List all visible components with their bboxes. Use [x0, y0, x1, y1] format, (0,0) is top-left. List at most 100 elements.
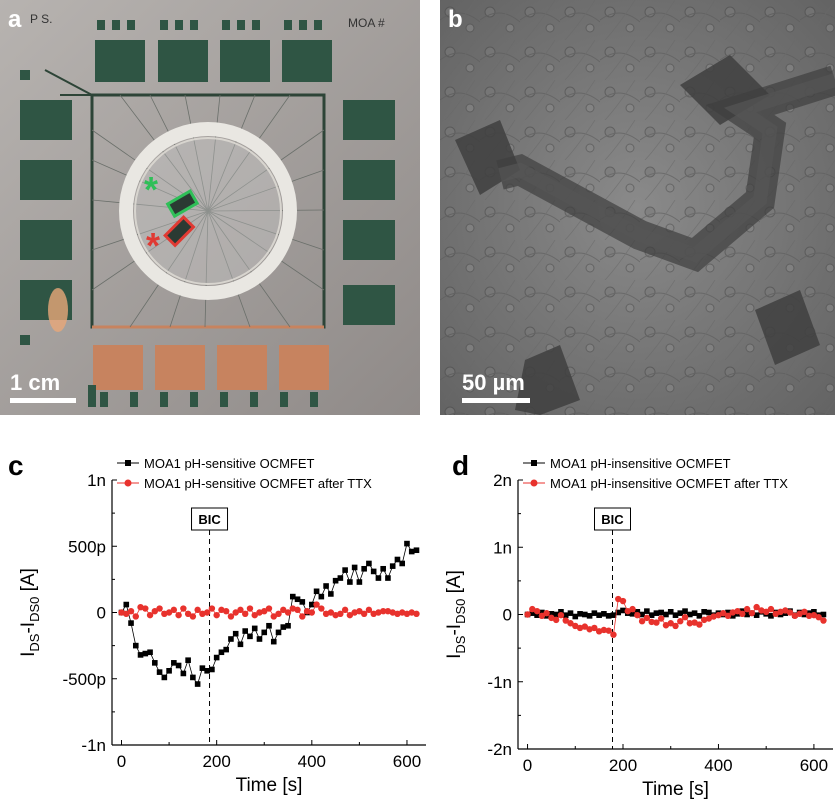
radial-traces: [91, 94, 325, 328]
y-tick-label: 500p: [68, 537, 106, 556]
data-point: [638, 618, 646, 625]
y-tick-label: 0: [503, 606, 512, 625]
data-point: [768, 613, 774, 619]
data-point: [596, 612, 602, 618]
data-point: [772, 610, 779, 618]
x-tick-label: 0: [117, 752, 126, 771]
data-point: [724, 612, 732, 620]
data-point: [705, 615, 713, 622]
electrode-traces: [455, 55, 820, 415]
data-point: [663, 611, 669, 618]
data-point: [753, 603, 760, 611]
data-point: [299, 613, 306, 620]
data-point: [620, 607, 626, 614]
bottom-contact-pads: [93, 345, 329, 390]
data-point: [408, 548, 415, 555]
data-point: [767, 605, 775, 613]
data-point: [242, 610, 249, 618]
data-point: [194, 681, 201, 687]
chart-c: -1n -500p 0 500p 1n 0 200 400 600 Time [s] IDS-IDS…: [18, 456, 426, 796]
data-point: [743, 605, 751, 613]
data-point: [171, 660, 177, 666]
bic-label: BIC: [198, 512, 221, 527]
data-point: [299, 599, 306, 605]
data-point: [796, 610, 803, 618]
y-tick-label: -500p: [63, 670, 106, 689]
data-point: [653, 619, 660, 626]
data-point: [605, 627, 612, 634]
data-point: [653, 610, 660, 616]
culture-ring: [119, 122, 297, 300]
data-point: [142, 650, 149, 657]
y-tick-label: -1n: [81, 736, 106, 755]
data-point: [351, 564, 358, 571]
data-point: [284, 609, 292, 616]
y-axis-label: IDS-IDS0 [A]: [444, 570, 468, 659]
data-point: [677, 610, 684, 616]
data-point: [356, 607, 363, 615]
data-point: [237, 606, 244, 614]
data-point: [232, 630, 239, 637]
data-point: [337, 575, 344, 581]
data-point: [347, 579, 353, 585]
data-point: [791, 612, 799, 620]
y-tick-label: 1n: [87, 471, 106, 490]
data-point: [619, 597, 627, 605]
data-point: [643, 614, 651, 622]
data-point: [146, 611, 154, 619]
legend-label: MOA1 pH-insensitive OCMFET after TTX: [550, 476, 788, 491]
data-point: [648, 618, 655, 626]
panel-a-scalebar-label: 1 cm: [10, 370, 61, 395]
data-point: [318, 605, 325, 612]
data-point: [720, 609, 727, 617]
x-tick-label: 600: [800, 756, 828, 775]
data-point: [725, 609, 731, 616]
data-point: [811, 609, 817, 615]
data-point: [294, 596, 301, 603]
data-point: [309, 601, 315, 608]
data-point: [190, 674, 196, 681]
data-point: [323, 583, 329, 589]
data-point: [213, 654, 220, 661]
data-point: [591, 610, 598, 616]
bic-label-box: [594, 507, 631, 531]
data-point: [548, 614, 555, 622]
data-point: [639, 611, 645, 618]
x-axis-label: Time [s]: [236, 775, 303, 796]
data-point: [275, 629, 282, 636]
data-point: [567, 620, 574, 627]
x-axis-label: Time [s]: [642, 779, 709, 800]
data-point: [156, 605, 163, 612]
data-point: [577, 611, 583, 617]
data-point: [624, 607, 631, 615]
data-point: [285, 622, 291, 629]
data-point: [662, 622, 670, 629]
data-point: [753, 612, 760, 618]
data-point: [715, 611, 722, 619]
data-point: [558, 609, 564, 615]
data-point: [729, 613, 736, 619]
legend-marker: [124, 479, 132, 487]
data-point: [175, 662, 182, 669]
data-point: [610, 631, 617, 638]
data-point: [601, 611, 607, 617]
x-tick-label: 200: [202, 752, 230, 771]
data-point: [562, 617, 569, 624]
data-point: [672, 622, 679, 630]
data-point: [677, 618, 684, 625]
data-point: [294, 606, 301, 614]
data-point: [543, 609, 550, 617]
data-point: [820, 611, 827, 618]
data-point: [538, 612, 546, 620]
panel-b-scalebar-label: 50 µm: [462, 370, 525, 395]
data-point: [644, 608, 650, 614]
data-point: [657, 615, 665, 622]
data-point: [394, 556, 401, 563]
x-tick-label: 0: [523, 756, 532, 775]
green-asterisk-marker: *: [144, 169, 159, 210]
bic-label-box: [191, 507, 229, 531]
data-point: [222, 607, 230, 615]
data-point: [147, 649, 153, 656]
x-tick-label: 400: [298, 752, 326, 771]
y-axis-label: IDS-IDS0 [A]: [18, 568, 42, 657]
